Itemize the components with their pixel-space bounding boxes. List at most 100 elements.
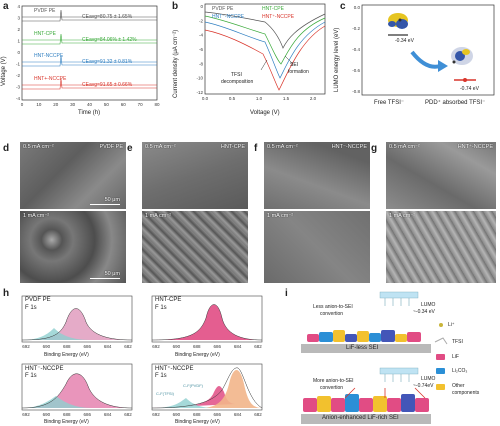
xps-hnt-cpe (151, 295, 263, 343)
h-chart-1-name: PVDF PE (25, 297, 51, 303)
h-xtick-2-0: 692 (22, 412, 30, 417)
a-xtick-4: 40 (87, 102, 93, 107)
legend-hnt-plus-nccpe: HNT+-NCCPE (34, 76, 67, 82)
h-xtick-1-0: 692 (152, 344, 160, 349)
h-xtick-1-1: 690 (173, 344, 181, 349)
panel-h-label: h (3, 288, 10, 299)
sem-f-top: 0.5 mA cm⁻² HNT⁻-NCCPE (264, 142, 370, 209)
b-ytick-5: -10 (196, 76, 203, 81)
b-legend-1: HNT-CPE (262, 6, 284, 12)
c-ytick-3: -0.6 (352, 68, 360, 73)
legend-hnt-cpe: HNT-CPE (34, 31, 56, 37)
i-top-lumo: LUMO (421, 302, 436, 308)
h-xtick-3-0: 692 (152, 412, 160, 417)
h-xtick-1-2: 688 (193, 344, 201, 349)
sem-g-top-density: 0.5 mA cm⁻² (389, 144, 420, 150)
sem-d-scale-bar (90, 203, 120, 205)
panel-i-schematic (301, 291, 448, 424)
sem-g-bottom: 1 mA cm⁻² (386, 211, 496, 283)
c-ytick-1: -0.2 (352, 26, 360, 31)
i-top-lumo-val: ~-0.34 eV (413, 309, 435, 315)
panel-b-label: b (172, 1, 179, 12)
i-bottom-note-2: convertion (320, 385, 344, 391)
h-chart-4-name: HNT⁺-NCCPE (155, 366, 194, 372)
sem-g-top-name: HNT⁺-NCCPE (457, 144, 493, 150)
panel-b-chart: 0 -2 -4 -6 -8 -10 -12 0.0 0.5 1.0 1.5 2.0 (196, 3, 326, 101)
panel-c-ylabel: LUMO energy level (eV) (334, 27, 340, 92)
annot-decomposition: decomposition (221, 79, 254, 85)
sem-e-top: 0.5 mA cm⁻² HNT-CPE (142, 142, 248, 209)
xps-hnt-nccpe (21, 363, 133, 411)
a-xtick-2: 20 (53, 102, 59, 107)
b-legend-2: HNT⁻-NCCPE (212, 14, 245, 20)
i-legend-tfsi: TFSI (452, 339, 463, 345)
a-ytick-7: -3 (16, 85, 20, 90)
ce-hnt-nccpe: CEavg=91.32 ± 0.81% (82, 59, 133, 65)
legend-tfsi-icon (434, 337, 448, 345)
b-ytick-3: -6 (199, 47, 203, 52)
h-chart-1-el: F 1s (25, 305, 37, 311)
i-top-note-2: convertion (320, 311, 344, 317)
a-ytick-0: 4 (17, 4, 20, 9)
i-legend-components: components (452, 390, 480, 396)
c-ytick-2: -0.4 (352, 47, 360, 52)
sem-g-top: 0.5 mA cm⁻² HNT⁺-NCCPE (386, 142, 496, 209)
h-xtick-0-3: 686 (83, 344, 91, 349)
annot-tfsi: TFSI (231, 72, 242, 78)
c-value-1: -0.34 eV (395, 38, 414, 44)
sem-d-bottom-scale-label: 50 μm (104, 271, 120, 277)
h-chart-4-el: F 1s (155, 373, 167, 379)
curve-hnt-plus-nccpe (204, 25, 326, 91)
legend-lif-icon (436, 354, 445, 360)
h-xlabel-4: Binding Energy (eV) (175, 419, 220, 425)
trace-hnt-nccpe (22, 55, 157, 67)
xps-pvdf (21, 295, 133, 343)
legend-pvdf: PVDF PE (34, 8, 56, 14)
orbital-free-tfsi (388, 13, 408, 29)
b-ytick-1: -2 (199, 18, 203, 23)
a-xtick-6: 60 (121, 102, 127, 107)
b-xtick-2: 1.0 (256, 96, 263, 101)
curve-pvdf (204, 11, 326, 49)
sem-f-bottom: 1 mA cm⁻² (264, 211, 370, 283)
sem-d-scale-label: 50 μm (104, 197, 120, 203)
i-legend-li2co3: Li₂CO₃ (452, 368, 468, 374)
h-xtick-0-1: 690 (43, 344, 51, 349)
h-xtick-1-3: 686 (213, 344, 221, 349)
curve-hnt-cpe (204, 15, 326, 65)
trace-hnt-plus-nccpe (22, 78, 157, 90)
sem-f-bottom-density: 1 mA cm⁻² (267, 213, 294, 219)
a-ytick-5: -1 (16, 62, 20, 67)
h-xtick-3-1: 690 (173, 412, 181, 417)
i-top-note-1: Less anion-to-SEI (313, 304, 353, 310)
h-chart-2-el: F 1s (155, 305, 167, 311)
bottom-sei-blocks (303, 394, 429, 412)
a-ytick-1: 3 (17, 16, 20, 21)
panel-c-label: c (340, 1, 346, 12)
b-ytick-0: 0 (200, 4, 203, 9)
b-xtick-1: 0.5 (229, 96, 236, 101)
h-xtick-2-4: 684 (104, 412, 112, 417)
b-legend-3: HNT⁺-NCCPE (262, 14, 295, 20)
h-xlabel-3: Binding Energy (eV) (44, 419, 89, 425)
h-peak-label-1: C-F(TFSI) (156, 391, 174, 396)
h-xtick-1-5: 682 (254, 344, 262, 349)
a-ytick-4: 0 (17, 50, 20, 55)
sem-g-bottom-density: 1 mA cm⁻² (389, 213, 416, 219)
c-xcat-2: PDD⁺ absorbed TFSI⁻ (425, 100, 486, 106)
top-sei-blocks (307, 330, 421, 342)
ce-pvdf: CEavg=80.75 ± 1.65% (82, 14, 133, 20)
ce-hnt-plus-nccpe: CEavg=91.65 ± 0.66% (82, 82, 133, 88)
xps-hnt-plus-nccpe (151, 363, 263, 411)
b-legend-0: PVDF PE (212, 6, 234, 12)
a-xtick-1: 10 (36, 102, 42, 107)
sem-d-top-density: 0.5 mA cm⁻² (23, 144, 54, 150)
i-bottom-note-1: More anion-to-SEI (313, 378, 354, 384)
panel-a-label: a (3, 1, 9, 12)
annot-sei: SEI (290, 62, 299, 68)
h-xtick-0-2: 688 (63, 344, 71, 349)
sem-d-top: 0.5 mA cm⁻² PVDF PE 50 μm (20, 142, 126, 209)
sem-e-bottom-density: 1 mA cm⁻² (145, 213, 172, 219)
annot-formation: formation (288, 69, 309, 75)
